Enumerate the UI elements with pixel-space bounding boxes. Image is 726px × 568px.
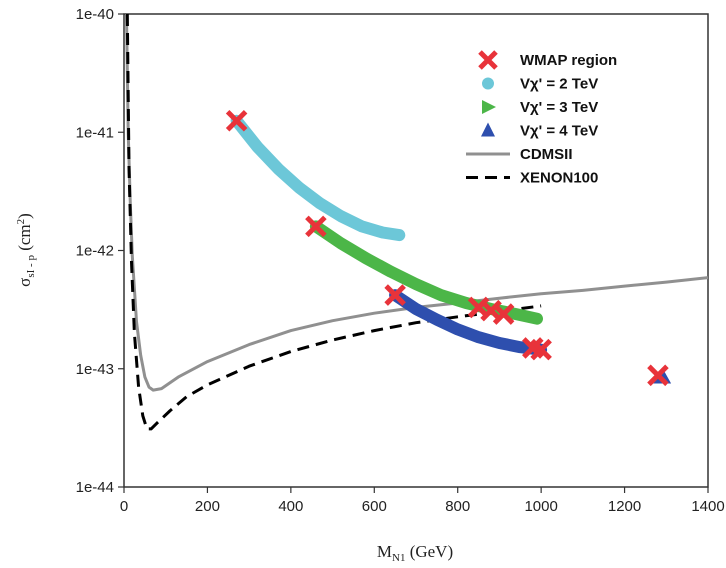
y-tick-label: 1e-42 xyxy=(76,243,114,260)
y-axis-title-unit: (cm xyxy=(15,224,34,255)
wmap-cross-point xyxy=(384,284,406,306)
x-tick-label: 1200 xyxy=(608,498,641,515)
y-tick-label: 1e-44 xyxy=(76,479,114,496)
x-axis-title-unit: (GeV) xyxy=(405,542,453,561)
y-axis-title: σsI - p (cm2) xyxy=(15,213,37,287)
series-v-4-tev-point xyxy=(653,367,672,384)
wmap-cross-point xyxy=(225,110,248,132)
wmap-cross-point xyxy=(492,303,515,325)
legend-triangle-up-icon xyxy=(481,122,495,137)
plot-area xyxy=(125,14,708,431)
wmap-cross-point xyxy=(305,215,327,238)
legend: WMAP region Vχ' = 2 TeV Vχ' = 3 TeV Vχ' = 4… xyxy=(466,50,617,187)
y-axis-title-superscript: 2 xyxy=(15,219,27,225)
wmap-cross-point xyxy=(530,338,552,361)
y-axis-title-close: ) xyxy=(15,213,34,219)
y-tick-label: 1e-43 xyxy=(76,361,114,378)
legend-cross-icon xyxy=(478,50,498,70)
series-v-4-tev-band xyxy=(389,289,548,356)
legend-label: WMAP region xyxy=(520,52,617,69)
y-tick-label: 1e-41 xyxy=(76,124,114,141)
x-tick-label: 1000 xyxy=(524,498,557,515)
x-axis-title-subscript: N1 xyxy=(392,552,405,564)
legend-label: XENON100 xyxy=(520,170,598,187)
series-cdmsii-line xyxy=(125,14,708,392)
series-xenon100-line xyxy=(125,14,542,431)
y-axis: 1e-44 1e-43 1e-42 1e-41 1e-40 xyxy=(76,6,124,496)
legend-circle-icon xyxy=(482,77,494,90)
wmap-cross-point xyxy=(647,364,669,387)
x-tick-label: 400 xyxy=(278,498,303,515)
x-tick-label: 200 xyxy=(195,498,220,515)
x-tick-label: 800 xyxy=(445,498,470,515)
x-tick-label: 1400 xyxy=(691,498,724,515)
legend-label: CDMSII xyxy=(520,146,573,163)
x-axis-title: MN1 (GeV) xyxy=(377,542,453,564)
y-axis-title-subscript: sI - p xyxy=(25,255,37,278)
x-tick-label: 600 xyxy=(362,498,387,515)
legend-triangle-right-icon xyxy=(482,100,496,114)
x-tick-label: 0 xyxy=(120,498,128,515)
y-tick-label: 1e-40 xyxy=(76,6,114,23)
plot-frame xyxy=(123,13,709,488)
series-v-2-tev-band xyxy=(230,114,406,242)
x-axis: 0 200 400 600 800 1000 1200 1400 xyxy=(120,487,725,515)
legend-label: Vχ' = 3 TeV xyxy=(520,99,598,116)
legend-label: Vχ' = 4 TeV xyxy=(520,123,598,140)
legend-label: Vχ' = 2 TeV xyxy=(520,76,598,93)
